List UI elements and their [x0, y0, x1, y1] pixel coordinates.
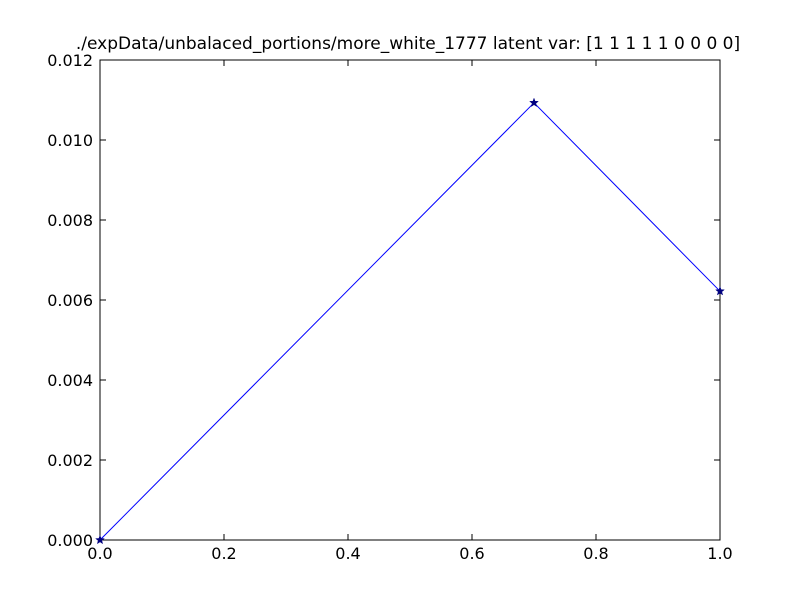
y-tick-label: 0.004 [47, 371, 93, 390]
chart-title: ./expData/unbalaced_portions/more_white_… [76, 34, 740, 54]
x-tick-label: 0.8 [583, 544, 608, 563]
y-tick-label: 0.002 [47, 451, 93, 470]
x-tick-label: 0.6 [459, 544, 484, 563]
series-line [100, 103, 720, 540]
x-tick-label: 0.4 [335, 544, 360, 563]
x-tick-label: 0.2 [211, 544, 236, 563]
y-tick-label: 0.008 [47, 211, 93, 230]
y-tick-label: 0.006 [47, 291, 93, 310]
axes-frame [100, 60, 720, 540]
y-tick-label: 0.000 [47, 531, 93, 550]
y-tick-label: 0.010 [47, 131, 93, 150]
x-tick-label: 1.0 [707, 544, 732, 563]
